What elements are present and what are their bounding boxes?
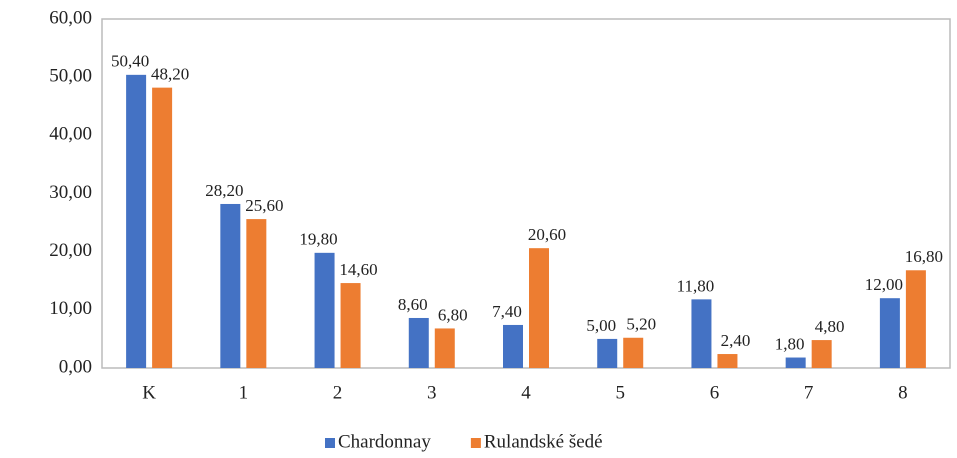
x-tick-label: 5 (615, 382, 625, 403)
x-tick-label: 8 (898, 382, 908, 403)
legend-label: Rulandské šedé (484, 431, 603, 452)
bar (717, 354, 738, 368)
bar (785, 357, 806, 368)
legend-swatch (470, 438, 481, 448)
x-tick-label: 2 (333, 382, 343, 403)
bar (126, 74, 147, 368)
bar (220, 203, 241, 368)
x-tick-label: K (142, 382, 156, 403)
bar (408, 317, 429, 368)
x-tick-label: 1 (239, 382, 249, 403)
bar (434, 328, 455, 368)
y-tick-label: 30,00 (49, 182, 92, 203)
bar (597, 338, 618, 368)
value-label: 2,40 (721, 331, 751, 350)
value-label: 12,00 (865, 275, 903, 294)
value-label: 5,20 (626, 315, 656, 334)
plot-frame (101, 18, 951, 369)
x-tick-label: 7 (804, 382, 814, 403)
value-label: 7,40 (492, 302, 522, 321)
value-label: 48,20 (151, 65, 189, 84)
x-tick-label: 4 (521, 382, 531, 403)
value-label: 16,80 (905, 247, 943, 266)
x-tick-label: 6 (710, 382, 720, 403)
bar (879, 298, 900, 368)
value-label: 20,60 (528, 225, 566, 244)
y-tick-label: 50,00 (49, 66, 92, 87)
legend-label: Chardonnay (338, 431, 431, 452)
value-label: 28,20 (205, 181, 243, 200)
bar (246, 219, 267, 368)
bar (811, 340, 832, 368)
bar (691, 299, 712, 368)
bar (529, 248, 549, 368)
bar (623, 337, 644, 368)
value-label: 25,60 (245, 196, 283, 215)
value-label: 8,60 (398, 295, 428, 314)
bar (905, 270, 926, 368)
value-label: 1,80 (775, 334, 805, 353)
bar (314, 252, 335, 368)
legend-swatch (325, 438, 335, 448)
bar (503, 324, 523, 368)
value-label: 6,80 (438, 305, 468, 324)
value-label: 5,00 (586, 316, 616, 335)
y-tick-label: 40,00 (49, 124, 92, 145)
y-tick-label: 20,00 (49, 240, 92, 261)
value-label: 19,80 (299, 230, 337, 249)
y-tick-label: 10,00 (49, 298, 92, 319)
x-tick-label: 3 (427, 382, 437, 403)
y-tick-label: 0,00 (59, 356, 92, 377)
value-label: 4,80 (815, 317, 845, 336)
bar (340, 283, 361, 368)
value-label: 50,40 (111, 52, 149, 71)
bar (152, 87, 173, 369)
y-tick-label: 60,00 (49, 7, 92, 28)
value-label: 14,60 (339, 260, 377, 279)
value-label: 11,80 (677, 276, 715, 295)
